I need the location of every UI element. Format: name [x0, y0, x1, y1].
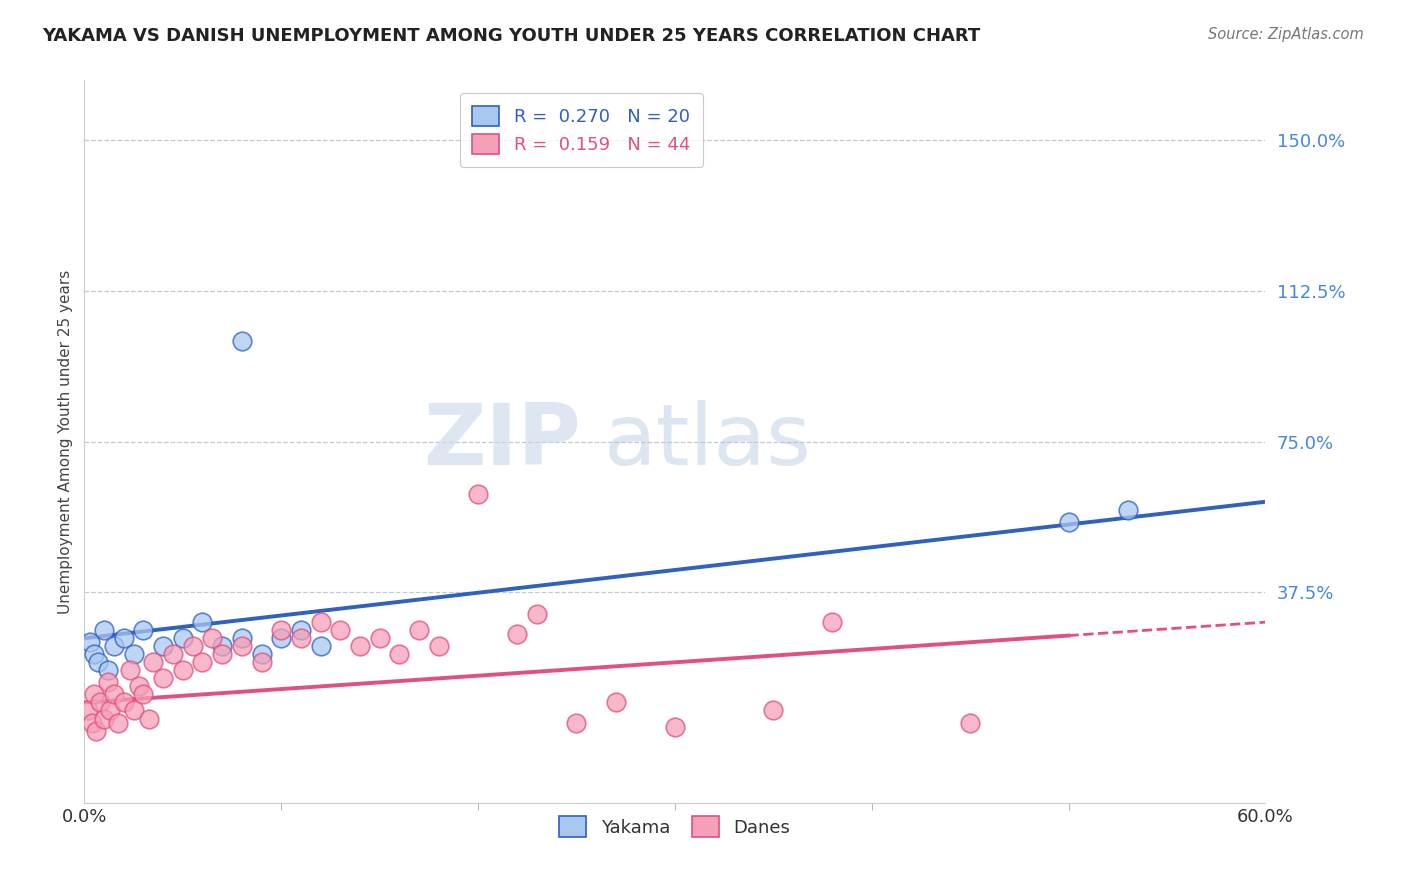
Text: atlas: atlas — [605, 400, 813, 483]
Point — [191, 655, 214, 669]
Point — [162, 648, 184, 662]
Point — [309, 615, 332, 630]
Point — [82, 715, 104, 730]
Point — [152, 639, 174, 653]
Point — [1057, 515, 1080, 529]
Point — [138, 712, 160, 726]
Point — [107, 715, 129, 730]
Point — [79, 635, 101, 649]
Text: Source: ZipAtlas.com: Source: ZipAtlas.com — [1208, 27, 1364, 42]
Point — [349, 639, 371, 653]
Point — [329, 623, 352, 637]
Point — [118, 664, 141, 678]
Point — [270, 623, 292, 637]
Point — [211, 648, 233, 662]
Point — [605, 696, 627, 710]
Point — [191, 615, 214, 630]
Text: YAKAMA VS DANISH UNEMPLOYMENT AMONG YOUTH UNDER 25 YEARS CORRELATION CHART: YAKAMA VS DANISH UNEMPLOYMENT AMONG YOUT… — [42, 27, 980, 45]
Point — [89, 696, 111, 710]
Y-axis label: Unemployment Among Youth under 25 years: Unemployment Among Youth under 25 years — [58, 269, 73, 614]
Point — [103, 687, 125, 701]
Point — [427, 639, 450, 653]
Point — [152, 671, 174, 685]
Point — [83, 648, 105, 662]
Point — [270, 632, 292, 646]
Point — [211, 639, 233, 653]
Point — [172, 664, 194, 678]
Point — [84, 723, 107, 738]
Point — [250, 655, 273, 669]
Point — [181, 639, 204, 653]
Point — [83, 687, 105, 701]
Point — [93, 712, 115, 726]
Point — [526, 607, 548, 621]
Point — [98, 703, 121, 717]
Point — [506, 627, 529, 641]
Point — [762, 703, 785, 717]
Point — [97, 675, 120, 690]
Point — [103, 639, 125, 653]
Point — [231, 632, 253, 646]
Point — [290, 623, 312, 637]
Point — [290, 632, 312, 646]
Point — [112, 632, 135, 646]
Point — [172, 632, 194, 646]
Point — [93, 623, 115, 637]
Text: ZIP: ZIP — [423, 400, 581, 483]
Point — [565, 715, 588, 730]
Point — [128, 680, 150, 694]
Point — [142, 655, 165, 669]
Point — [309, 639, 332, 653]
Point — [368, 632, 391, 646]
Point — [821, 615, 844, 630]
Legend: Yakama, Danes: Yakama, Danes — [553, 809, 797, 845]
Point — [122, 648, 145, 662]
Point — [388, 648, 411, 662]
Point — [959, 715, 981, 730]
Point — [122, 703, 145, 717]
Point — [97, 664, 120, 678]
Point — [664, 719, 686, 733]
Point — [132, 687, 155, 701]
Point — [201, 632, 224, 646]
Point — [87, 655, 110, 669]
Point — [408, 623, 430, 637]
Point — [1116, 502, 1139, 516]
Point — [231, 639, 253, 653]
Point — [467, 486, 489, 500]
Point — [231, 334, 253, 348]
Point — [77, 703, 100, 717]
Point — [250, 648, 273, 662]
Point — [112, 696, 135, 710]
Point — [132, 623, 155, 637]
